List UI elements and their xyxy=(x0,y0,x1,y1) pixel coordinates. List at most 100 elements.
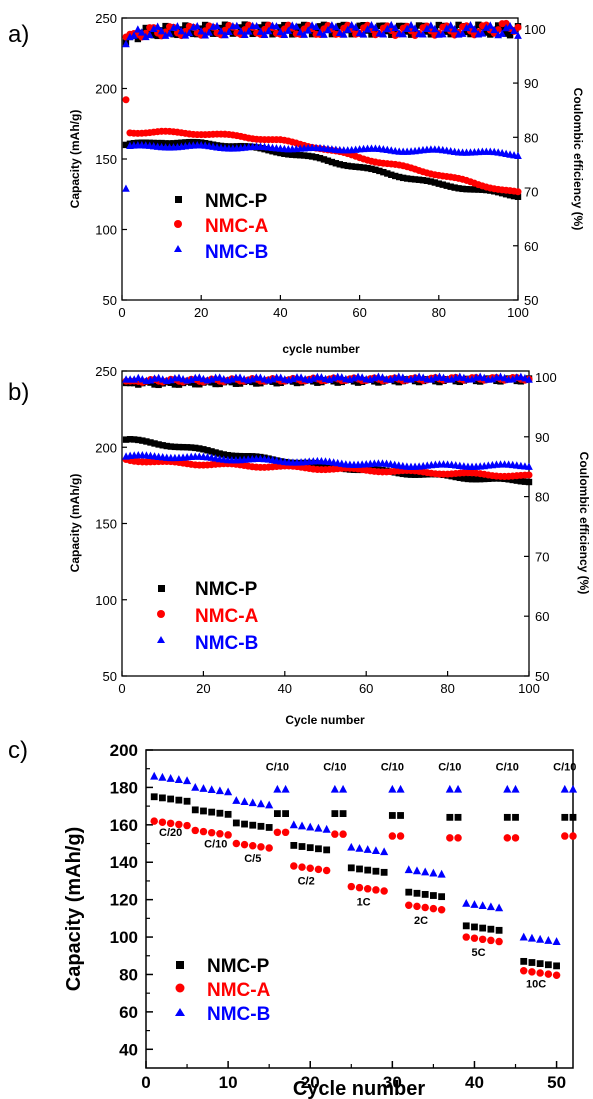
a-capacity-point-nmc-p xyxy=(360,164,367,171)
a-efficiency-point-nmc-p xyxy=(300,21,308,29)
panel-c-label: c) xyxy=(8,737,28,764)
b-capacity-point-nmc-p xyxy=(456,474,464,482)
a-x-tick-label: 0 xyxy=(118,305,125,320)
panel-c: c) 0 10 20 30 40 50 40 60 80 100 120 140 160 180 200 C… xyxy=(8,737,578,1099)
c-y-tick-label: 180 xyxy=(110,778,138,797)
c-rate-point-nmc-b xyxy=(330,784,339,793)
c-rate-point-nmc-a xyxy=(372,886,380,894)
a-x-tick-label: 60 xyxy=(352,305,366,320)
b-capacity-point-nmc-p xyxy=(212,449,219,456)
a-y-tick-label: 250 xyxy=(95,11,117,26)
a-efficiency-point-nmc-b xyxy=(233,21,241,30)
a-efficiency-point-nmc-p xyxy=(209,30,217,37)
c-rate-point-nmc-p xyxy=(323,846,331,854)
b-capacity-point-nmc-p xyxy=(476,475,484,483)
a-y2-tick-label: 60 xyxy=(524,239,538,254)
b-efficiency-point-nmc-b xyxy=(358,373,366,381)
c-rate-point-nmc-b xyxy=(174,775,183,783)
a-capacity-point-nmc-p xyxy=(297,152,304,159)
c-rate-point-nmc-b xyxy=(240,797,249,806)
a-y2-tick-label: 90 xyxy=(524,76,538,91)
panel-a-marks xyxy=(122,19,522,200)
c-rate-annotation: C/10 xyxy=(553,762,576,774)
a-efficiency-point-nmc-p xyxy=(487,31,494,38)
c-rate-point-nmc-b xyxy=(347,842,356,851)
b-x-tick-label: 20 xyxy=(196,681,210,696)
c-rate-annotation: C/10 xyxy=(323,762,346,774)
c-rate-point-nmc-b xyxy=(256,799,266,808)
c-rate-point-nmc-a xyxy=(199,827,208,836)
c-rate-point-nmc-p xyxy=(150,793,158,801)
b-efficiency-point-nmc-p xyxy=(314,379,321,386)
a-capacity-point-nmc-p xyxy=(431,179,439,186)
panel-b-legend-marker-nmc-b xyxy=(157,636,165,643)
c-rate-point-nmc-p xyxy=(232,819,240,827)
b-capacity-point-nmc-p xyxy=(122,436,130,443)
c-rate-point-nmc-p xyxy=(298,843,306,850)
a-efficiency-point-nmc-b xyxy=(177,27,186,35)
a-efficiency-point-nmc-a xyxy=(514,23,522,31)
panel-b-legend-label-nmc-p: NMC-P xyxy=(195,579,258,600)
b-y-tick-label: 150 xyxy=(95,517,117,532)
a-efficiency-point-nmc-b xyxy=(145,30,154,39)
b-capacity-point-nmc-p xyxy=(452,473,459,481)
panel-b-legend-marker-nmc-p xyxy=(158,585,165,592)
a-efficiency-point-nmc-b xyxy=(304,26,312,34)
b-efficiency-point-nmc-b xyxy=(398,373,407,381)
a-x-tick-label: 40 xyxy=(273,305,287,320)
c-rate-point-nmc-a xyxy=(519,966,528,975)
c-rate-point-nmc-a xyxy=(216,830,224,838)
a-efficiency-point-nmc-b xyxy=(407,21,415,29)
a-efficiency-point-nmc-b xyxy=(165,29,174,37)
b-capacity-point-nmc-p xyxy=(192,444,199,452)
b-capacity-point-nmc-p xyxy=(220,451,227,458)
c-rate-point-nmc-b xyxy=(297,821,307,830)
a-efficiency-point-nmc-p xyxy=(281,21,288,29)
panel-a-legend-label-nmc-p: NMC-P xyxy=(205,191,268,212)
a-efficiency-point-nmc-p xyxy=(261,21,268,29)
a-efficiency-point-nmc-b xyxy=(335,28,344,37)
a-efficiency-point-nmc-b xyxy=(217,27,225,35)
b-capacity-point-nmc-p xyxy=(175,443,183,451)
a-efficiency-point-nmc-b xyxy=(423,24,431,33)
c-rate-point-nmc-p xyxy=(561,813,569,821)
a-efficiency-point-nmc-b xyxy=(470,25,479,33)
c-rate-point-nmc-p xyxy=(536,960,544,968)
c-x-tick-label: 0 xyxy=(141,1073,150,1092)
b-capacity-point-nmc-p xyxy=(179,443,187,451)
c-rate-point-nmc-a xyxy=(175,820,183,829)
c-rate-point-nmc-p xyxy=(191,806,199,814)
c-rate-point-nmc-a xyxy=(446,834,454,842)
c-rate-point-nmc-b xyxy=(486,902,495,911)
a-efficiency-point-nmc-b xyxy=(458,29,467,37)
b-y-tick-label: 100 xyxy=(95,593,117,608)
b-efficiency-point-nmc-b xyxy=(215,373,224,381)
c-rate-point-nmc-b xyxy=(478,901,487,910)
panel-b-legend-label-nmc-b: NMC-B xyxy=(195,633,258,654)
c-rate-point-nmc-a xyxy=(158,818,167,826)
c-rate-point-nmc-b xyxy=(495,903,504,912)
c-rate-point-nmc-a xyxy=(232,839,241,848)
a-capacity-point-nmc-p xyxy=(514,193,522,200)
a-efficiency-point-nmc-p xyxy=(463,28,470,36)
a-efficiency-point-nmc-p xyxy=(249,30,256,38)
b-x-tick-label: 60 xyxy=(359,681,373,696)
b-y2-tick-label: 60 xyxy=(535,609,549,624)
b-efficiency-point-nmc-p xyxy=(192,381,199,388)
a-efficiency-point-nmc-b xyxy=(284,26,293,34)
a-efficiency-point-nmc-b xyxy=(506,21,514,30)
a-capacity-point-nmc-p xyxy=(447,183,454,190)
c-rate-point-nmc-a xyxy=(437,906,446,914)
a-y2-tick-label: 100 xyxy=(524,22,546,37)
a-efficiency-point-nmc-b xyxy=(387,20,396,29)
c-rate-point-nmc-p xyxy=(528,959,536,966)
a-efficiency-point-nmc-b xyxy=(256,27,265,35)
b-capacity-point-nmc-p xyxy=(322,461,329,468)
c-rate-point-nmc-a xyxy=(314,865,323,874)
c-rate-point-nmc-a xyxy=(421,903,429,912)
c-rate-point-nmc-a xyxy=(166,819,175,828)
panel-a: a) 0 20 40 60 80 1005010015020025050607080901… xyxy=(8,11,585,356)
c-rate-point-nmc-a xyxy=(454,834,462,842)
b-efficiency-point-nmc-p xyxy=(293,379,301,387)
